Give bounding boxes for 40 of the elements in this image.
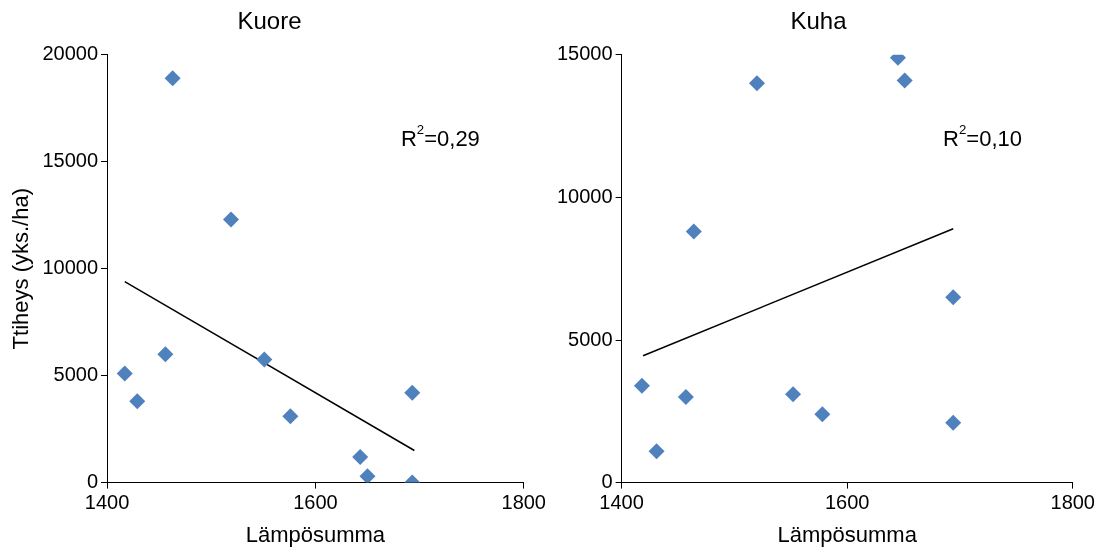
point (164, 70, 181, 87)
y-tick-label: 0 (86, 470, 99, 493)
point (814, 406, 831, 423)
x-tick-label: 1600 (293, 491, 338, 514)
x-tick-label: 1400 (599, 491, 644, 514)
y-tick-label: 15000 (42, 149, 99, 172)
point (748, 75, 765, 92)
point (223, 211, 239, 228)
point (116, 365, 133, 382)
y-axis-title: Ttiheys (yks./ha) (8, 188, 34, 350)
point (648, 443, 665, 460)
y-tick-label: 5000 (53, 363, 99, 386)
y-tick-label: 20000 (42, 42, 99, 65)
x-axis-title: Lämpösumma (777, 521, 918, 547)
point (945, 289, 962, 306)
y-tick-label: 5000 (568, 327, 613, 350)
chart-title: Kuha (790, 7, 848, 35)
point (896, 72, 913, 89)
y-tick-label: 0 (601, 470, 613, 493)
point (352, 448, 369, 465)
x-axis-title: Lämpösumma (245, 521, 386, 547)
x-tick-label: 1400 (84, 491, 130, 514)
point (129, 393, 146, 410)
point (157, 346, 174, 363)
y-tick-label: 10000 (556, 184, 613, 207)
x-tick-label: 1800 (1050, 491, 1095, 514)
y-tick-label: 15000 (556, 42, 613, 65)
chart-title: Kuore (237, 7, 302, 35)
x-tick-label: 1600 (824, 491, 870, 514)
y-tick-label: 10000 (42, 256, 99, 279)
point (633, 377, 650, 394)
point (404, 384, 421, 401)
point (685, 223, 702, 240)
point (785, 386, 802, 403)
point (282, 408, 299, 425)
x-tick-label: 1800 (501, 491, 546, 514)
point (359, 468, 376, 483)
point (677, 389, 694, 406)
point (256, 351, 273, 368)
point (945, 414, 962, 431)
